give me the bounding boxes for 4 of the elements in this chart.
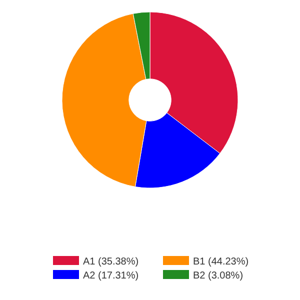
legend-label: B2 (3.08%) [193, 270, 244, 282]
legend-label: B1 (44.23%) [193, 256, 249, 268]
legend-label: A1 (35.38%) [83, 256, 139, 268]
legend-label: A2 (17.31%) [83, 270, 139, 282]
